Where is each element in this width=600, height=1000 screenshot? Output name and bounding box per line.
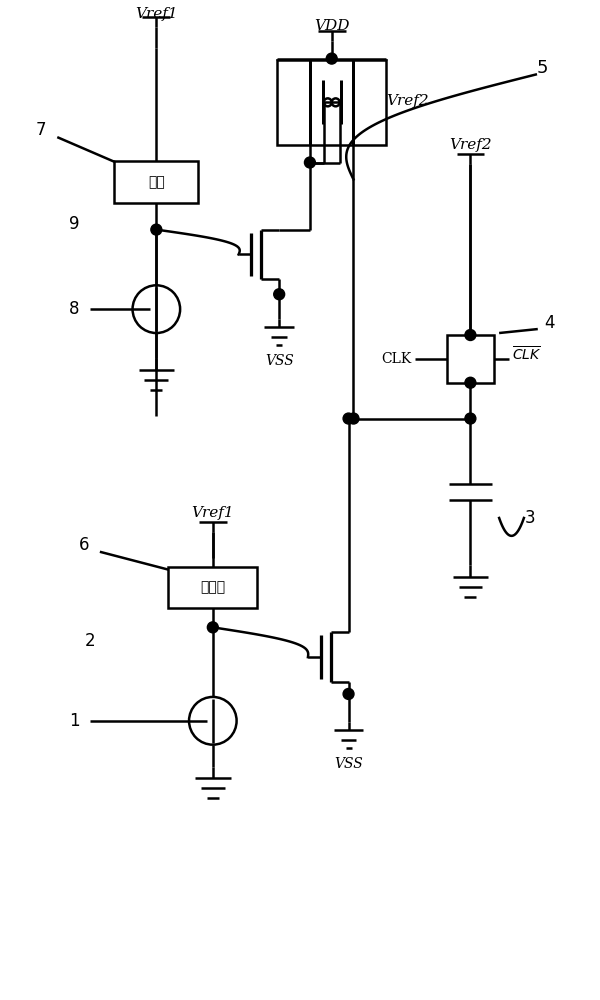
Bar xyxy=(277,60,386,145)
Circle shape xyxy=(465,413,476,424)
Text: Vref2: Vref2 xyxy=(449,138,492,152)
Circle shape xyxy=(208,622,218,633)
Bar xyxy=(446,335,494,383)
Circle shape xyxy=(348,413,359,424)
Circle shape xyxy=(326,53,337,64)
Text: 5: 5 xyxy=(537,59,548,77)
Text: VSS: VSS xyxy=(334,757,363,771)
Text: 1: 1 xyxy=(69,712,79,730)
Text: Vref2: Vref2 xyxy=(386,94,430,108)
Circle shape xyxy=(465,377,476,388)
Text: CLK: CLK xyxy=(382,352,412,366)
Circle shape xyxy=(151,224,162,235)
Text: 2: 2 xyxy=(85,632,95,650)
Text: 单元: 单元 xyxy=(148,175,165,189)
Circle shape xyxy=(343,688,354,699)
Text: Vref1: Vref1 xyxy=(191,506,234,520)
Circle shape xyxy=(465,330,476,340)
Bar xyxy=(114,161,199,203)
Text: Vref1: Vref1 xyxy=(135,7,178,21)
Text: VDD: VDD xyxy=(314,19,349,33)
Bar xyxy=(168,567,257,608)
Text: 传感器: 传感器 xyxy=(200,581,226,595)
Text: 3: 3 xyxy=(524,509,535,527)
Text: 4: 4 xyxy=(544,314,555,332)
Text: VSS: VSS xyxy=(265,354,293,368)
Text: $\overline{CLK}$: $\overline{CLK}$ xyxy=(512,346,541,364)
Text: 8: 8 xyxy=(69,300,79,318)
Circle shape xyxy=(274,289,284,300)
Text: 9: 9 xyxy=(69,215,79,233)
Circle shape xyxy=(343,413,354,424)
Text: 6: 6 xyxy=(79,536,89,554)
Circle shape xyxy=(304,157,316,168)
Text: 7: 7 xyxy=(35,121,46,139)
